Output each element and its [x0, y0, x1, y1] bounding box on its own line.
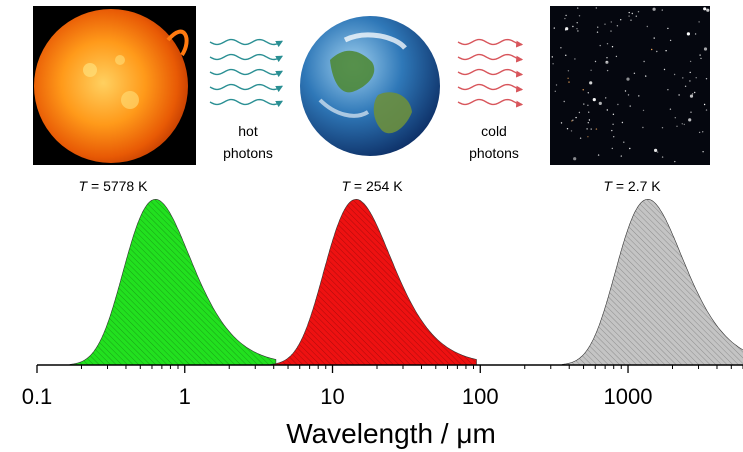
photon-arrow — [457, 68, 524, 78]
earth-temperature-label: T = 254 K — [341, 178, 403, 194]
photon-arrow — [209, 38, 284, 48]
arrow-label-hot-line1: hot — [238, 123, 258, 139]
photon-arrow — [209, 53, 284, 63]
x-tick-label: 1000 — [604, 384, 653, 409]
x-axis-title: Wavelength / μm — [286, 418, 496, 449]
spectrum-hatch-1 — [270, 198, 477, 366]
space-image — [550, 6, 710, 165]
arrow-label-hot-line2: photons — [223, 145, 273, 161]
x-tick-label: 0.1 — [22, 384, 53, 409]
spectrum-plot: 0.1 1 10 100 1000 — [22, 198, 743, 409]
photon-arrow — [209, 83, 284, 93]
x-tick-label: 1 — [179, 384, 191, 409]
spectrum-hatch-0 — [69, 198, 277, 366]
sun-image — [33, 6, 196, 165]
arrow-label-cold-line1: cold — [481, 123, 507, 139]
photon-arrow — [457, 83, 524, 93]
spectrum-hatch-2 — [561, 198, 743, 366]
hot-photon-arrows — [209, 38, 284, 108]
space-temperature-label: T = 2.7 K — [603, 178, 661, 194]
photon-arrow — [457, 98, 524, 108]
earth-image — [300, 16, 440, 156]
x-tick-label: 100 — [462, 384, 499, 409]
arrow-label-cold-line2: photons — [469, 145, 519, 161]
photon-arrow — [457, 53, 524, 63]
photon-arrow — [209, 98, 284, 108]
cold-photon-arrows — [457, 38, 524, 108]
x-tick-label: 10 — [320, 384, 344, 409]
photon-arrow — [209, 68, 284, 78]
photon-arrow — [457, 38, 524, 48]
sun-temperature-label: T = 5778 K — [79, 178, 149, 194]
